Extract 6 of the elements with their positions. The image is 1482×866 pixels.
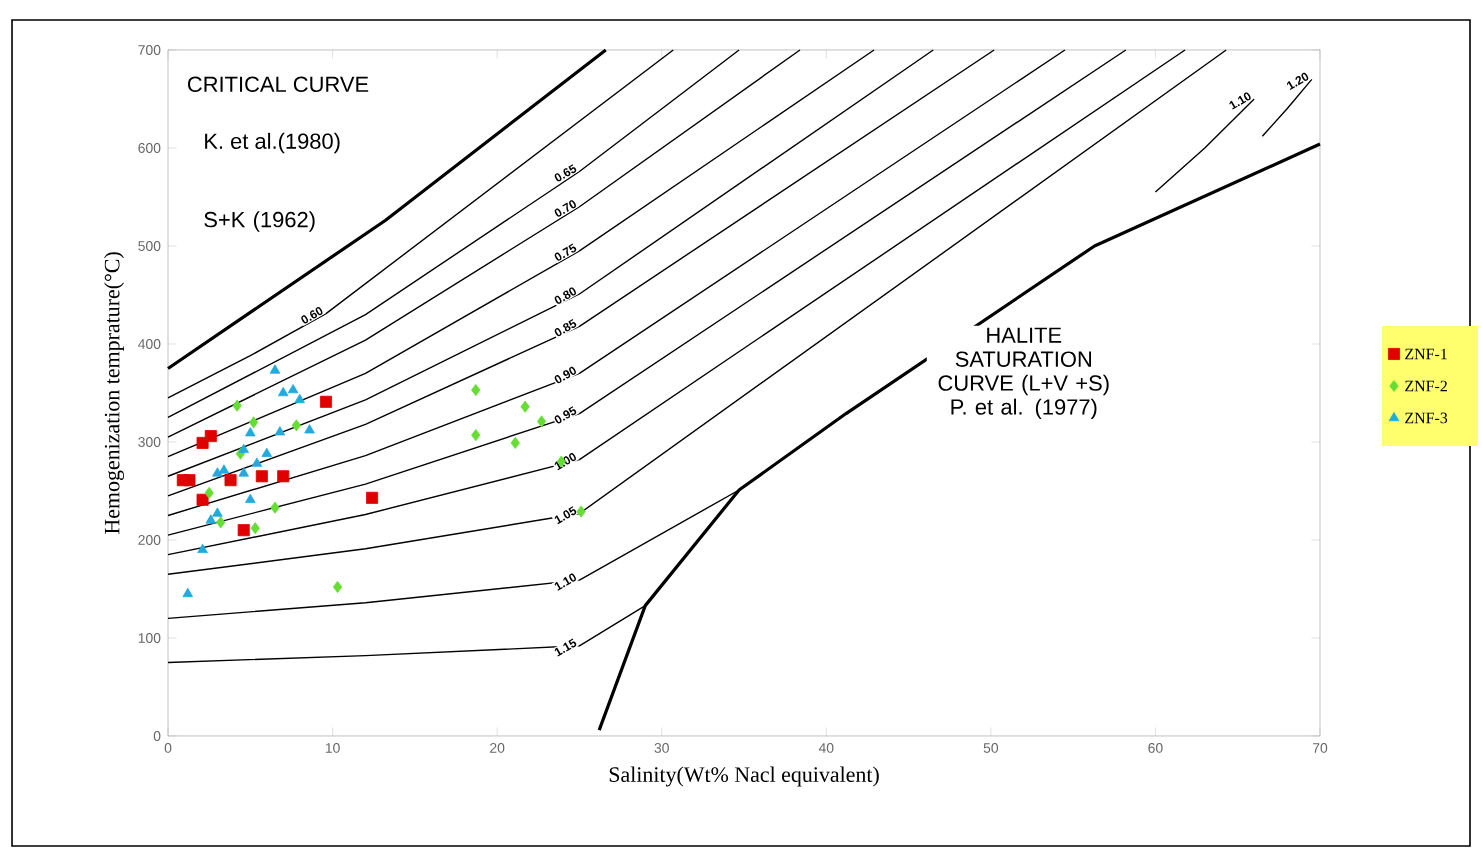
annotation: HALITE SATURATION CURVE (L+V +S) P. et al. (1977) (938, 327, 1109, 420)
y-axis-title: Hemogenization temprature(°C) (104, 252, 125, 534)
annotation: CRITICAL CURVE (187, 76, 369, 93)
annotation: K. et al.(1980) (205, 132, 340, 154)
x-axis-title: Salinity(Wt% Nacl equivalent) (609, 766, 879, 787)
annotation: S+K (1962) (204, 211, 315, 232)
